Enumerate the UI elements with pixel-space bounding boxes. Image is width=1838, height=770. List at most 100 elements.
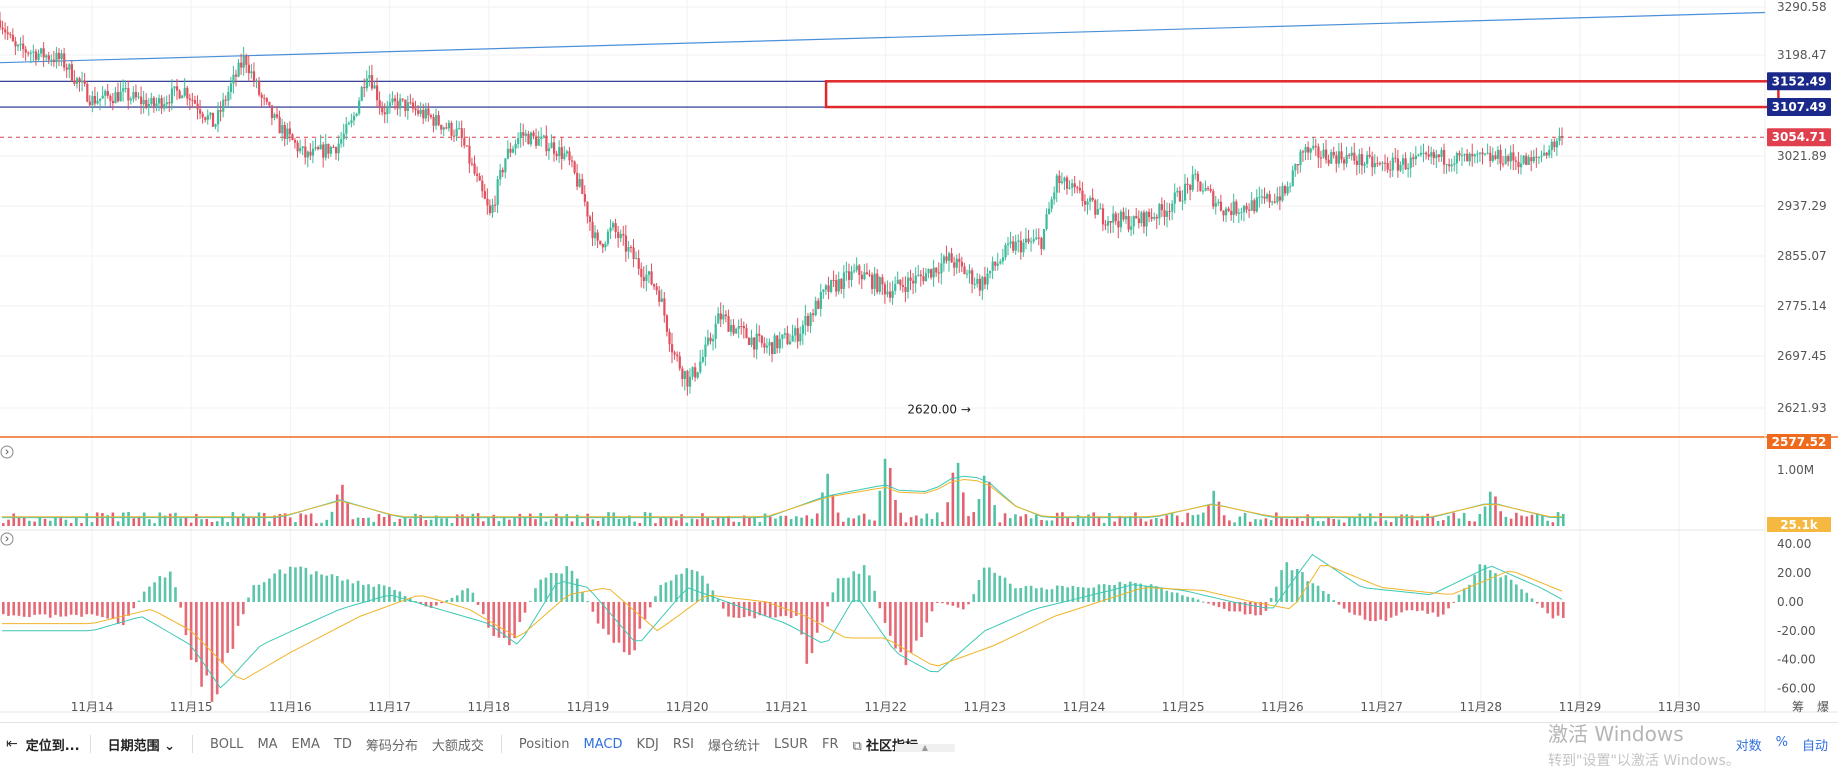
candle-body — [1286, 186, 1289, 194]
candle-body — [422, 109, 425, 119]
indicator-chip-distribution[interactable]: 筹码分布 — [365, 738, 418, 754]
volume-bar — [1551, 522, 1555, 526]
indicator-rsi[interactable]: RSI — [672, 736, 694, 752]
candle-body — [670, 344, 674, 353]
volume-bar — [28, 520, 31, 526]
indicator-macd[interactable]: MACD — [583, 736, 623, 752]
macd-histogram-bar — [367, 584, 370, 602]
candle-body — [953, 262, 956, 268]
candle-body — [1419, 152, 1423, 155]
indicator-td[interactable]: TD — [333, 736, 352, 752]
price-tick-label: 3021.89 — [1777, 149, 1827, 163]
volume-bar — [315, 523, 318, 526]
candle-body — [1355, 160, 1359, 165]
indicator-boll[interactable]: BOLL — [210, 736, 244, 752]
macd-histogram-bar — [1238, 601, 1242, 612]
macd-histogram-bar — [356, 580, 360, 602]
macd-histogram-bar — [1071, 585, 1075, 602]
macd-histogram-bar — [330, 574, 334, 602]
candle-body — [1032, 239, 1035, 242]
candle-body — [334, 147, 338, 154]
locate-button[interactable]: ⇤ 定位到... — [0, 735, 80, 754]
candle-body — [1142, 212, 1146, 227]
candle-body — [1201, 190, 1205, 192]
candle-body — [1181, 200, 1184, 202]
volume-bar — [690, 518, 694, 526]
candle-body — [163, 104, 166, 109]
candle-body — [945, 256, 948, 261]
indicator-ma[interactable]: MA — [257, 736, 278, 752]
volume-bar — [69, 523, 73, 526]
candle-body — [1481, 152, 1484, 155]
candle-body — [658, 290, 661, 302]
candle-body — [1409, 157, 1412, 168]
candle-body — [1337, 151, 1341, 164]
candle-body — [1053, 192, 1056, 200]
volume-bar — [1233, 522, 1236, 526]
volume-bar — [831, 494, 835, 526]
volume-bar — [1488, 491, 1492, 526]
volume-bar — [283, 513, 287, 526]
panel-collapse-icons[interactable]: ›› — [0, 445, 14, 546]
volume-bar — [1473, 521, 1476, 526]
candle-body — [1371, 156, 1374, 168]
volume-bar — [565, 514, 569, 526]
macd-histogram-bar — [1243, 601, 1247, 615]
indicator-large-trades[interactable]: 大额成交 — [431, 738, 484, 754]
macd-histogram-bar — [648, 601, 652, 608]
indicator-lsur[interactable]: LSUR — [773, 736, 809, 752]
scroll-grip[interactable]: ▲ — [895, 744, 955, 752]
volume-bar — [758, 521, 762, 526]
collapse-panel-icon[interactable] — [0, 532, 14, 546]
indicator-liquidation-stats[interactable]: 爆仓统计 — [707, 738, 760, 754]
macd-histogram-bar — [555, 573, 558, 602]
candle-body — [1353, 152, 1356, 161]
candle-body — [234, 74, 238, 77]
candle-body — [604, 243, 607, 248]
indicator-kdj[interactable]: KDJ — [636, 736, 659, 752]
macd-histogram-bar — [722, 601, 725, 609]
macd-histogram-bar — [518, 601, 522, 623]
candle-body — [660, 298, 663, 302]
indicator-ema[interactable]: EMA — [291, 736, 320, 752]
macd-histogram-bar — [528, 600, 532, 602]
volume-bar — [1024, 514, 1028, 526]
candle-body — [1130, 226, 1133, 230]
volume-bar — [925, 513, 929, 526]
candle-body — [237, 62, 240, 77]
macd-histogram-bar — [1415, 601, 1419, 612]
date-range-button[interactable]: 日期范围 ⌄ — [101, 735, 182, 754]
macd-histogram-bar — [748, 601, 751, 617]
candle-body — [414, 108, 417, 111]
candle-body — [1350, 152, 1353, 156]
volume-bar — [1003, 513, 1007, 526]
macd-histogram-bar — [930, 601, 934, 612]
indicator-fr[interactable]: FR — [822, 736, 839, 752]
candle-body — [83, 80, 86, 84]
candle-body — [1068, 187, 1071, 189]
macd-histogram-bar — [64, 601, 68, 617]
macd-histogram-bar — [878, 601, 882, 609]
log-scale-toggle[interactable]: 对数 — [1735, 739, 1762, 754]
candle-body — [347, 122, 351, 125]
auto-scale-toggle[interactable]: 自动 — [1801, 739, 1828, 754]
candle-body — [827, 285, 830, 292]
candle-body — [204, 117, 207, 120]
candle-body — [794, 328, 797, 336]
candle-body — [609, 227, 612, 232]
volume-bar — [534, 519, 537, 526]
chevron-down-icon: ⌄ — [164, 738, 176, 754]
candle-body — [976, 278, 979, 284]
indicator-position[interactable]: Position — [518, 736, 570, 752]
collapse-panel-icon[interactable] — [0, 445, 14, 459]
volume-bar — [382, 516, 386, 526]
macd-histogram-bar — [1087, 587, 1090, 602]
percent-scale-toggle[interactable]: % — [1775, 735, 1788, 750]
candle-body — [1381, 162, 1384, 164]
volume-bar — [116, 521, 120, 526]
macd-histogram-bar — [1348, 601, 1351, 613]
candle-body — [1348, 154, 1351, 156]
volume-bar — [1097, 516, 1101, 526]
volume-bar — [680, 514, 683, 526]
